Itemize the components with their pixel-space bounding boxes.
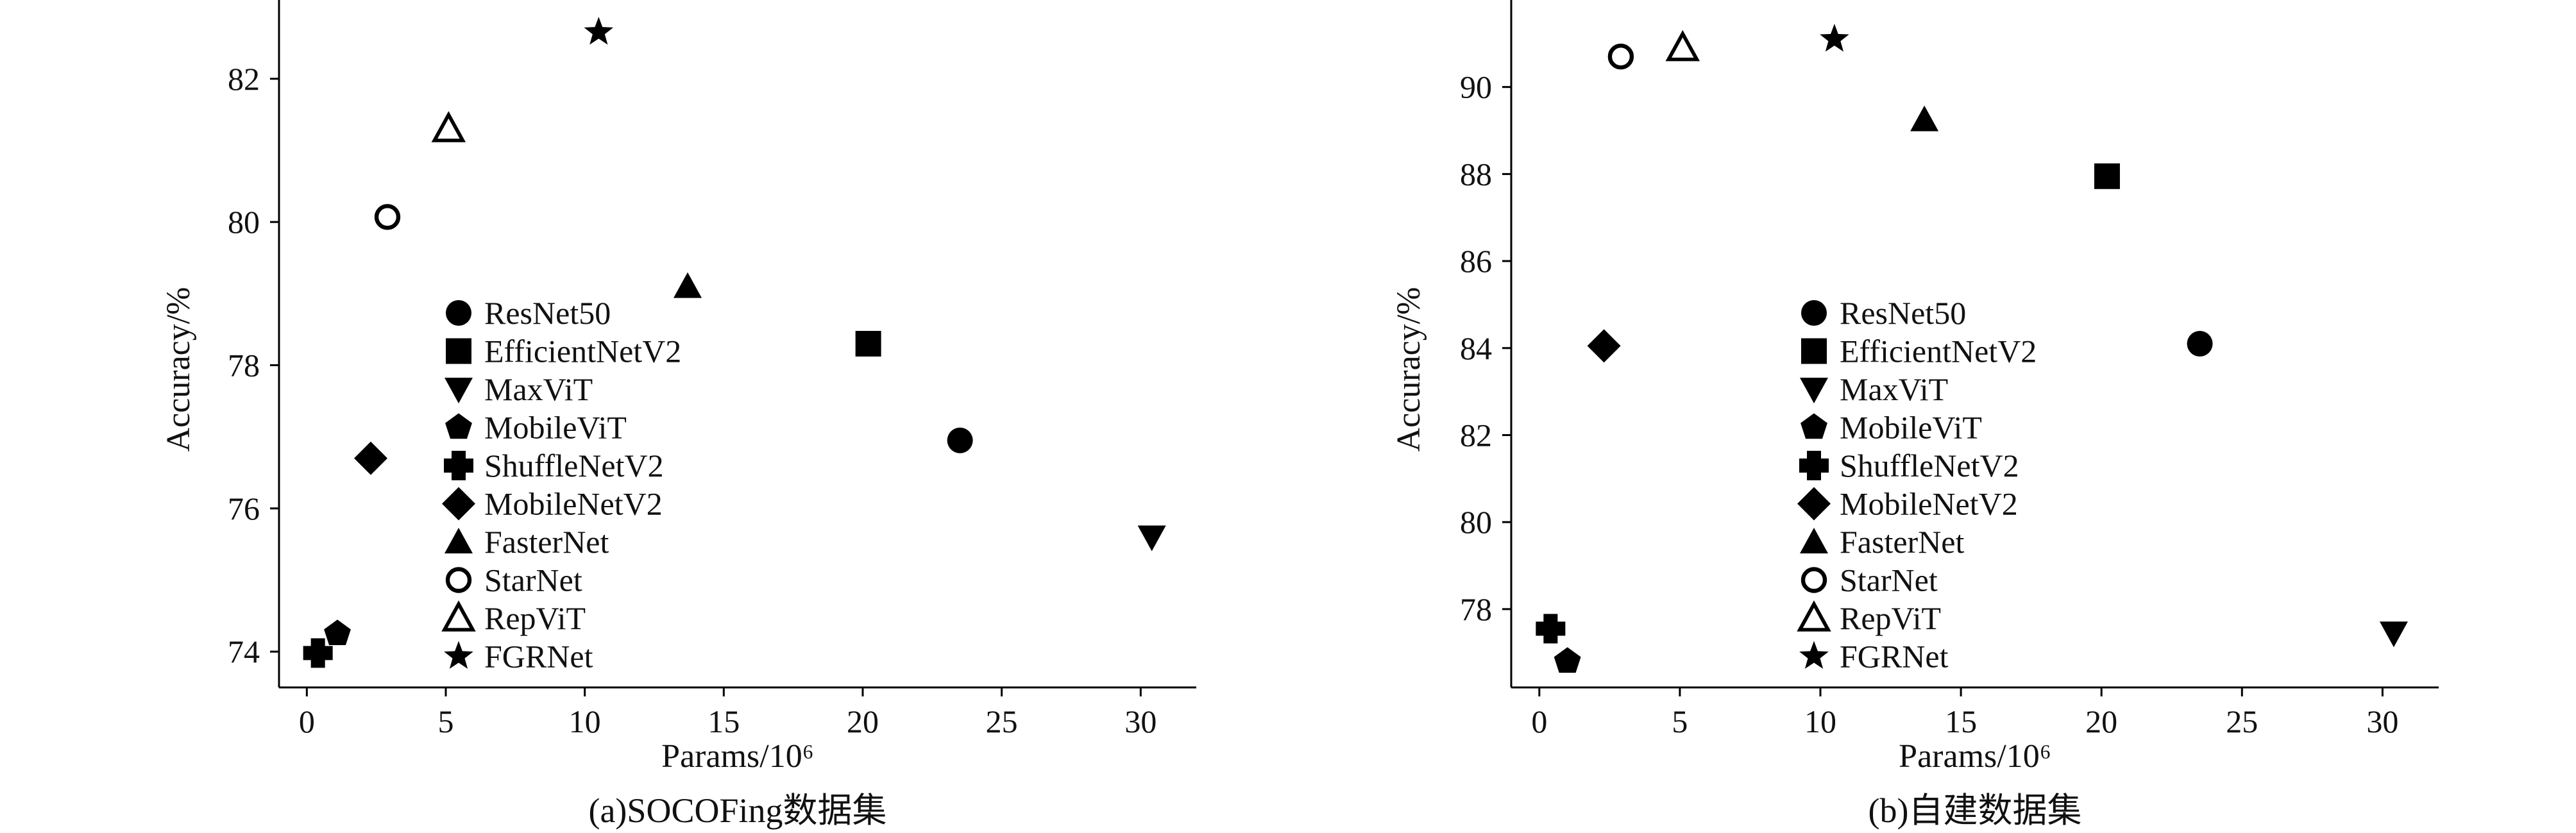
legend-marker-efficientnetv2: [1801, 338, 1827, 364]
legend-label-repvit: RepViT: [1840, 600, 1941, 636]
data-point-resnet50: [947, 427, 973, 453]
data-point-fasternet: [1910, 105, 1939, 131]
legend-marker-repvit: [1797, 600, 1831, 632]
x-tick-label: 10: [569, 703, 601, 739]
legend-label-starnet: StarNet: [1840, 562, 1938, 598]
legend-marker-mobilevit: [445, 413, 472, 439]
legend-marker-shufflenetv2: [444, 451, 473, 480]
legend-label-mobilevit: MobileViT: [1840, 410, 1982, 446]
x-tick-label: 25: [986, 703, 1018, 739]
y-tick-label: 82: [228, 61, 260, 97]
legend-marker-resnet50: [446, 300, 471, 326]
legend-label-efficientnetv2: EfficientNetV2: [1840, 333, 2037, 369]
legend-marker-fasternet: [445, 528, 473, 553]
y-tick-label: 78: [228, 348, 260, 383]
x-tick-label: 30: [1124, 703, 1157, 739]
data-point-shufflenetv2: [303, 638, 333, 668]
legend-label-mobilenetv2: MobileNetV2: [484, 486, 663, 522]
data-point-starnet: [374, 204, 401, 230]
y-tick-label: 82: [1460, 417, 1492, 453]
legend-marker-maxvit: [1800, 378, 1828, 403]
legend-marker-starnet: [1801, 567, 1827, 593]
x-tick-label: 30: [2366, 703, 2398, 739]
data-point-fgrnet: [1820, 24, 1849, 52]
legend-label-fgrnet: FGRNet: [1840, 639, 1949, 675]
x-tick-label: 25: [2226, 703, 2258, 739]
legend: ResNet50EfficientNetV2MaxViTMobileViTShu…: [1797, 295, 2037, 675]
legend-marker-shufflenetv2: [1799, 451, 1829, 480]
y-tick-label: 84: [1460, 330, 1492, 366]
legend-label-maxvit: MaxViT: [1840, 371, 1948, 407]
y-axis-title: Accuracy/%: [1391, 287, 1427, 452]
data-point-efficientnetv2: [855, 331, 881, 357]
x-tick-label: 5: [1672, 703, 1688, 739]
x-tick-label: 20: [2085, 703, 2117, 739]
legend-marker-mobilevit: [1801, 413, 1827, 439]
data-point-fasternet: [674, 272, 702, 298]
figure-caption: (a)SOCOFing数据集: [588, 791, 886, 830]
data-point-shufflenetv2: [1536, 614, 1566, 644]
x-tick-label: 15: [1945, 703, 1977, 739]
x-tick-label: 0: [1531, 703, 1547, 739]
legend-label-maxvit: MaxViT: [484, 371, 593, 407]
data-point-fgrnet: [584, 17, 614, 45]
legend-label-mobilevit: MobileViT: [484, 410, 627, 446]
legend-marker-starnet: [445, 567, 472, 593]
y-tick-label: 80: [228, 204, 260, 240]
legend-marker-fgrnet: [1799, 641, 1829, 669]
data-point-repvit: [431, 111, 466, 142]
x-tick-label: 0: [299, 703, 315, 739]
x-tick-label: 20: [847, 703, 879, 739]
legend-marker-repvit: [441, 600, 476, 632]
legend-label-resnet50: ResNet50: [1840, 295, 1966, 331]
x-tick-label: 5: [438, 703, 454, 739]
legend-marker-maxvit: [445, 378, 473, 403]
y-tick-label: 86: [1460, 243, 1492, 279]
data-point-efficientnetv2: [2094, 163, 2120, 189]
legend-label-mobilenetv2: MobileNetV2: [1840, 486, 2018, 522]
y-tick-label: 78: [1460, 591, 1492, 627]
data-point-starnet: [1607, 44, 1634, 70]
figure-caption: (b)自建数据集: [1868, 791, 2082, 830]
legend-marker-mobilenetv2: [1797, 487, 1831, 521]
legend-label-shufflenetv2: ShuffleNetV2: [1840, 448, 2019, 484]
legend-marker-resnet50: [1801, 300, 1827, 326]
x-tick-label: 15: [708, 703, 740, 739]
legend: ResNet50EfficientNetV2MaxViTMobileViTShu…: [441, 295, 681, 675]
data-point-mobilenetv2: [354, 441, 387, 475]
legend-marker-fasternet: [1800, 528, 1828, 553]
data-point-maxvit: [1137, 525, 1166, 551]
y-tick-label: 76: [228, 491, 260, 526]
legend-label-fgrnet: FGRNet: [484, 639, 593, 675]
legend-marker-efficientnetv2: [446, 338, 471, 364]
y-axis-title: Accuracy/%: [160, 287, 197, 452]
legend-label-shufflenetv2: ShuffleNetV2: [484, 448, 664, 484]
data-point-mobilevit: [1554, 647, 1581, 673]
x-axis-title: Params/10⁶: [1899, 738, 2051, 775]
y-tick-label: 80: [1460, 504, 1492, 540]
legend-label-repvit: RepViT: [484, 600, 586, 636]
y-tick-label: 74: [228, 634, 260, 669]
legend-marker-fgrnet: [444, 641, 473, 669]
legend-marker-mobilenetv2: [442, 487, 475, 521]
legend-label-efficientnetv2: EfficientNetV2: [484, 333, 681, 369]
legend-label-starnet: StarNet: [484, 562, 582, 598]
x-tick-label: 10: [1804, 703, 1836, 739]
data-point-mobilenetv2: [1587, 329, 1621, 363]
legend-label-resnet50: ResNet50: [484, 295, 611, 331]
legend-label-fasternet: FasterNet: [1840, 524, 1964, 560]
y-tick-label: 88: [1460, 156, 1492, 192]
data-point-mobilevit: [324, 619, 351, 646]
data-point-repvit: [1665, 29, 1700, 62]
chart-panel-custom-dataset: 0 5 10 15 20 25 30 78 80 82 84 86 88 90 Params/10⁶ Accu…: [1391, 0, 2439, 830]
chart-panel-socofing: 0 5 10 15 20 25 30 74 76 78 80 82 Params/10⁶ Accuracy…: [160, 0, 1196, 830]
y-tick-label: 90: [1460, 69, 1492, 105]
legend-label-fasternet: FasterNet: [484, 524, 609, 560]
data-point-resnet50: [2187, 331, 2213, 357]
data-point-maxvit: [2379, 621, 2408, 648]
x-axis-title: Params/10⁶: [661, 738, 814, 775]
